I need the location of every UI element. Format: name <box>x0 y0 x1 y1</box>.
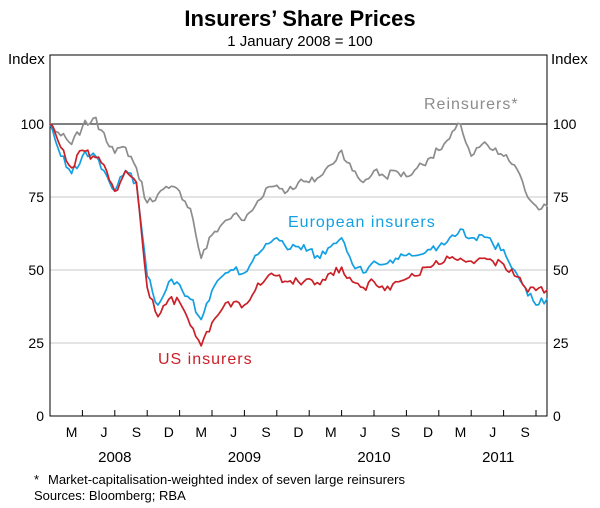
y-tick-label-right: 50 <box>553 262 569 278</box>
x-month-label: D <box>164 424 174 440</box>
footnote-text: Market-capitalisation-weighted index of … <box>48 472 405 487</box>
x-month-label: S <box>521 424 530 440</box>
series-label-reinsurers: Reinsurers* <box>424 96 519 113</box>
x-month-label: J <box>230 424 237 440</box>
chart-subtitle: 1 January 2008 = 100 <box>227 33 373 50</box>
series-line-european-insurers <box>49 123 548 321</box>
x-month-label: J <box>360 424 367 440</box>
chart-title: Insurers’ Share Prices <box>184 6 416 31</box>
x-month-label: S <box>132 424 141 440</box>
x-month-label: M <box>325 424 337 440</box>
plot-border <box>49 54 548 417</box>
footnote-sources: Sources: Bloomberg; RBA <box>34 488 186 503</box>
x-year-label: 2011 <box>482 449 514 466</box>
y-axis-unit-left: Index <box>8 51 45 68</box>
series-label-us-insurers: US insurers <box>158 351 253 368</box>
x-month-label: M <box>455 424 467 440</box>
x-month-label: S <box>261 424 270 440</box>
x-month-label: J <box>489 424 496 440</box>
y-axis-unit-right: Index <box>551 51 588 68</box>
x-month-label: D <box>423 424 433 440</box>
y-tick-label-right: 100 <box>553 116 577 132</box>
y-tick-label-left: 0 <box>36 408 44 424</box>
y-tick-label-right: 0 <box>553 408 561 424</box>
y-tick-label-left: 75 <box>28 189 44 205</box>
x-month-label: M <box>195 424 207 440</box>
x-month-label: J <box>101 424 108 440</box>
x-month-label: M <box>66 424 78 440</box>
y-tick-label-left: 100 <box>21 116 45 132</box>
series-label-european-insurers: European insurers <box>288 214 436 231</box>
series-line-reinsurers <box>49 116 548 260</box>
x-year-label: 2009 <box>228 449 261 466</box>
footnote-marker: * <box>34 472 40 487</box>
y-tick-label-left: 25 <box>28 335 44 351</box>
x-month-label: S <box>391 424 400 440</box>
y-tick-label-right: 25 <box>553 335 569 351</box>
y-tick-label-left: 50 <box>28 262 44 278</box>
x-year-label: 2008 <box>98 449 131 466</box>
x-month-label: D <box>293 424 303 440</box>
series-line-us-insurers <box>49 123 548 347</box>
y-tick-label-right: 75 <box>553 189 569 205</box>
x-year-label: 2010 <box>357 449 390 466</box>
